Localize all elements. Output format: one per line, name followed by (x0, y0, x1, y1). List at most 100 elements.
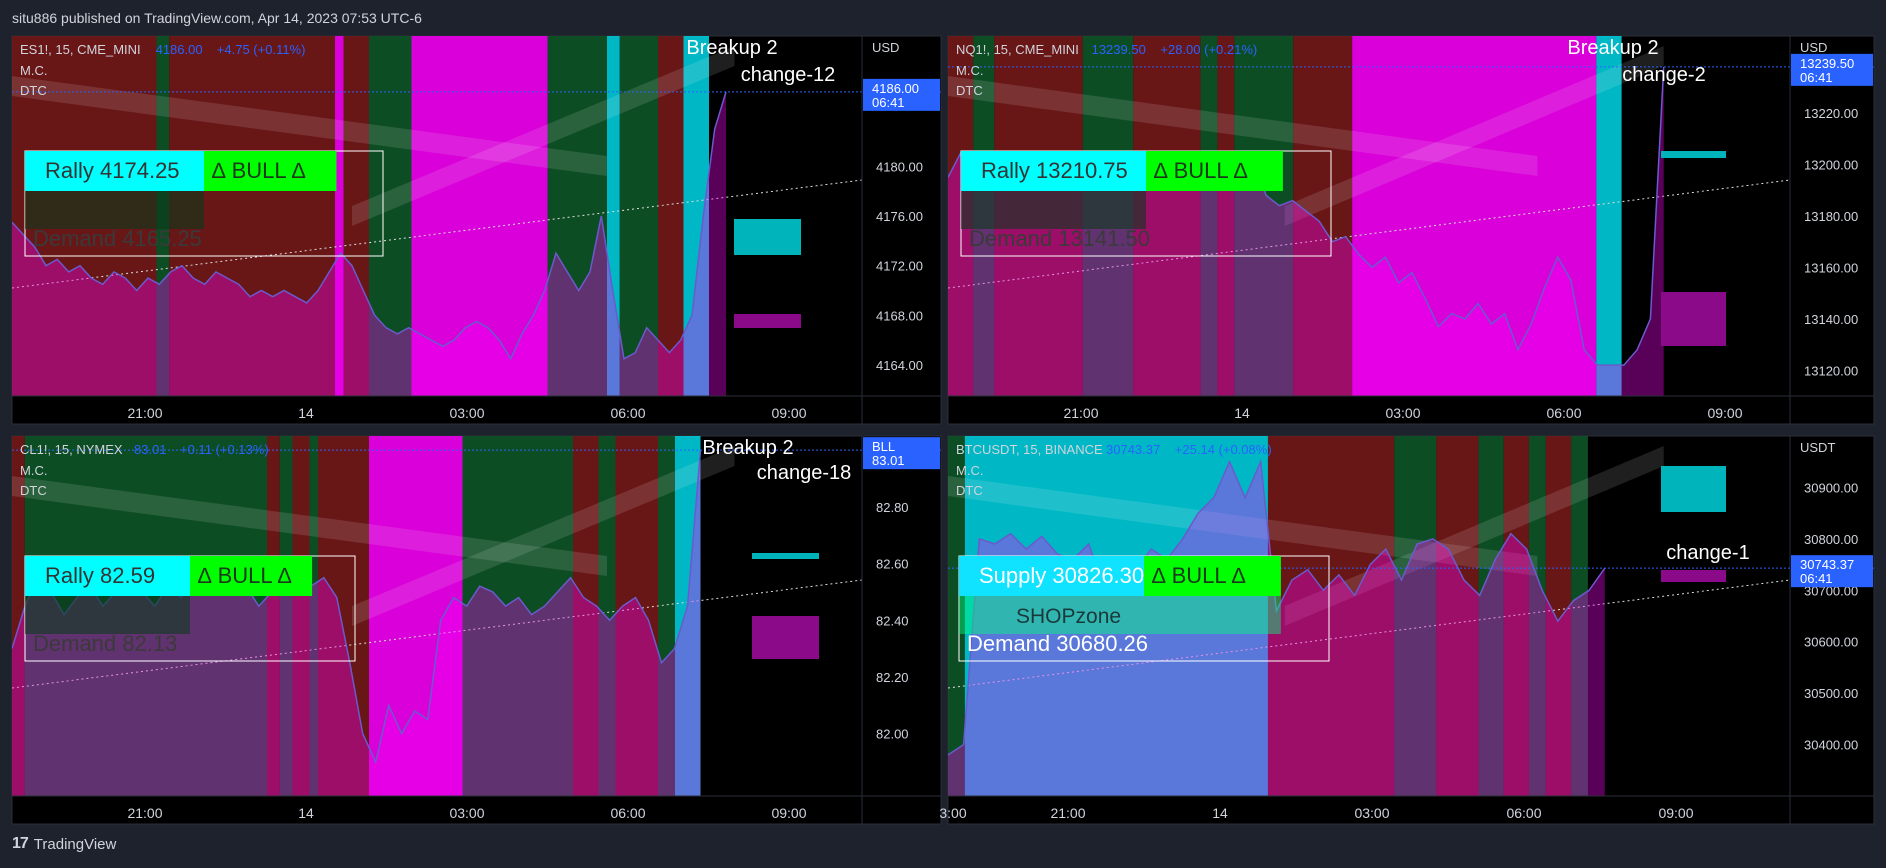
x-tick-label: 21:00 (1063, 405, 1098, 421)
y-tick-label: 30500.00 (1804, 686, 1858, 701)
price-label: 13239.50 (1092, 42, 1146, 57)
currency-label: USDT (1800, 440, 1835, 455)
x-tick-label: 03:00 (1385, 405, 1420, 421)
trend-band (1352, 36, 1597, 396)
chart-panel-2: Rally 13210.75 ∆ BULL ∆ Demand 13141.50 Bre… (947, 35, 1875, 425)
rally-label-bg (961, 151, 1146, 191)
symbol-label: CL1!, 15, NYMEX (20, 442, 123, 457)
y-tick-label: 13180.00 (1804, 209, 1858, 224)
annotation-label: Breakup 2 (702, 437, 793, 459)
symbol-label: NQ1!, 15, CME_MINI (956, 42, 1079, 57)
annotation-label: change-18 (757, 462, 852, 484)
x-tick-label: 14 (298, 405, 314, 421)
bull-label-bg (190, 556, 313, 596)
trend-band (1545, 436, 1572, 796)
last-price-tag-value: 30743.37 (1800, 557, 1854, 572)
y-tick-label: 82.20 (876, 670, 909, 685)
channel-band (948, 76, 1538, 176)
trend-band (964, 436, 1268, 796)
target-zone (734, 314, 801, 328)
y-tick-label: 4172.00 (876, 259, 923, 274)
trend-band (1503, 436, 1529, 796)
x-tick-label: 21:00 (127, 805, 162, 821)
x-tick-label: 03:00 (449, 405, 484, 421)
trend-band (1200, 36, 1218, 396)
price-area (948, 66, 1664, 396)
y-tick-label: 30400.00 (1804, 738, 1858, 753)
bull-label-bg (204, 151, 337, 191)
price-label: 4186.00 (156, 42, 203, 57)
indicator-label: DTC (20, 483, 47, 498)
target-zone (752, 616, 819, 659)
trend-band (369, 436, 463, 796)
trend-band (658, 436, 675, 796)
y-tick-label: 82.60 (876, 557, 909, 572)
x-tick-label: 06:00 (1546, 405, 1581, 421)
bull-label: ∆ BULL ∆ (198, 563, 292, 588)
change-label: +0.11 (+0.13%) (180, 442, 269, 457)
target-zone (734, 219, 801, 255)
published-header: situ886 published on TradingView.com, Ap… (12, 10, 422, 26)
trend-band (1596, 36, 1622, 396)
y-tick-label: 13220.00 (1804, 106, 1858, 121)
demand-label: Demand 82.13 (33, 631, 177, 656)
rally-label: Rally 4174.25 (45, 158, 180, 183)
trend-band (335, 36, 344, 396)
channel-band (352, 46, 735, 226)
channel-band (352, 446, 735, 626)
price-area (948, 461, 1605, 796)
indicator-label: DTC (956, 83, 983, 98)
demand-label: Demand 4165.25 (33, 226, 202, 251)
x-tick-label: 03:00 (449, 805, 484, 821)
x-tick-label: 14 (1212, 805, 1228, 821)
trend-band (1478, 436, 1504, 796)
tradingview-logo-icon: 17 (12, 835, 29, 852)
last-price-tag-value: 13239.50 (1800, 56, 1854, 71)
rally-label-bg (25, 556, 190, 596)
y-tick-label: 82.40 (876, 613, 909, 628)
trend-band (547, 36, 607, 396)
annotation-label: change-2 (1622, 64, 1705, 86)
footer: 17 TradingView (12, 835, 116, 853)
x-tick-label: 3:00 (939, 805, 966, 821)
y-tick-label: 13120.00 (1804, 363, 1858, 378)
channel-band (12, 76, 607, 176)
trend-band (598, 436, 616, 796)
indicator-label: DTC (20, 83, 47, 98)
last-price-tag-value: 4186.00 (872, 81, 919, 96)
channel-band (948, 476, 1538, 576)
currency-label: USD (1800, 40, 1827, 55)
trend-band (573, 436, 599, 796)
target-zone (1661, 570, 1726, 582)
last-price-tag (1791, 555, 1873, 588)
x-tick-label: 06:00 (1506, 805, 1541, 821)
trend-band (1394, 436, 1437, 796)
trend-band (607, 36, 620, 396)
y-tick-label: 30800.00 (1804, 532, 1858, 547)
bull-label: ∆ BULL ∆ (1152, 563, 1246, 588)
trend-band (309, 436, 318, 796)
trend-band (1234, 36, 1294, 396)
demand-label: Demand 13141.50 (969, 226, 1150, 251)
x-tick-label: 09:00 (1658, 805, 1693, 821)
last-price-tag-time: 06:41 (872, 95, 905, 110)
last-price-tag-time: 06:41 (1800, 571, 1833, 586)
rally-label-bg (25, 151, 204, 191)
rally-label: Supply 30826.30 (979, 563, 1144, 588)
last-price-tag (863, 78, 940, 111)
y-tick-label: 13160.00 (1804, 260, 1858, 275)
trend-band (462, 436, 573, 796)
trend-band (1571, 436, 1588, 796)
y-tick-label: 13200.00 (1804, 158, 1858, 173)
x-tick-label: 14 (298, 805, 314, 821)
trend-band (1217, 36, 1235, 396)
plot-area (948, 36, 1790, 396)
channel-band (1284, 446, 1664, 626)
indicator-label: M.C. (20, 463, 47, 478)
y-tick-label: 4168.00 (876, 308, 923, 323)
trend-band (343, 36, 369, 396)
last-price-tag (863, 437, 940, 470)
chart-panel-1: Rally 4174.25 ∆ BULL ∆ Demand 4165.25 Break… (11, 35, 942, 425)
price-line (948, 458, 1606, 756)
